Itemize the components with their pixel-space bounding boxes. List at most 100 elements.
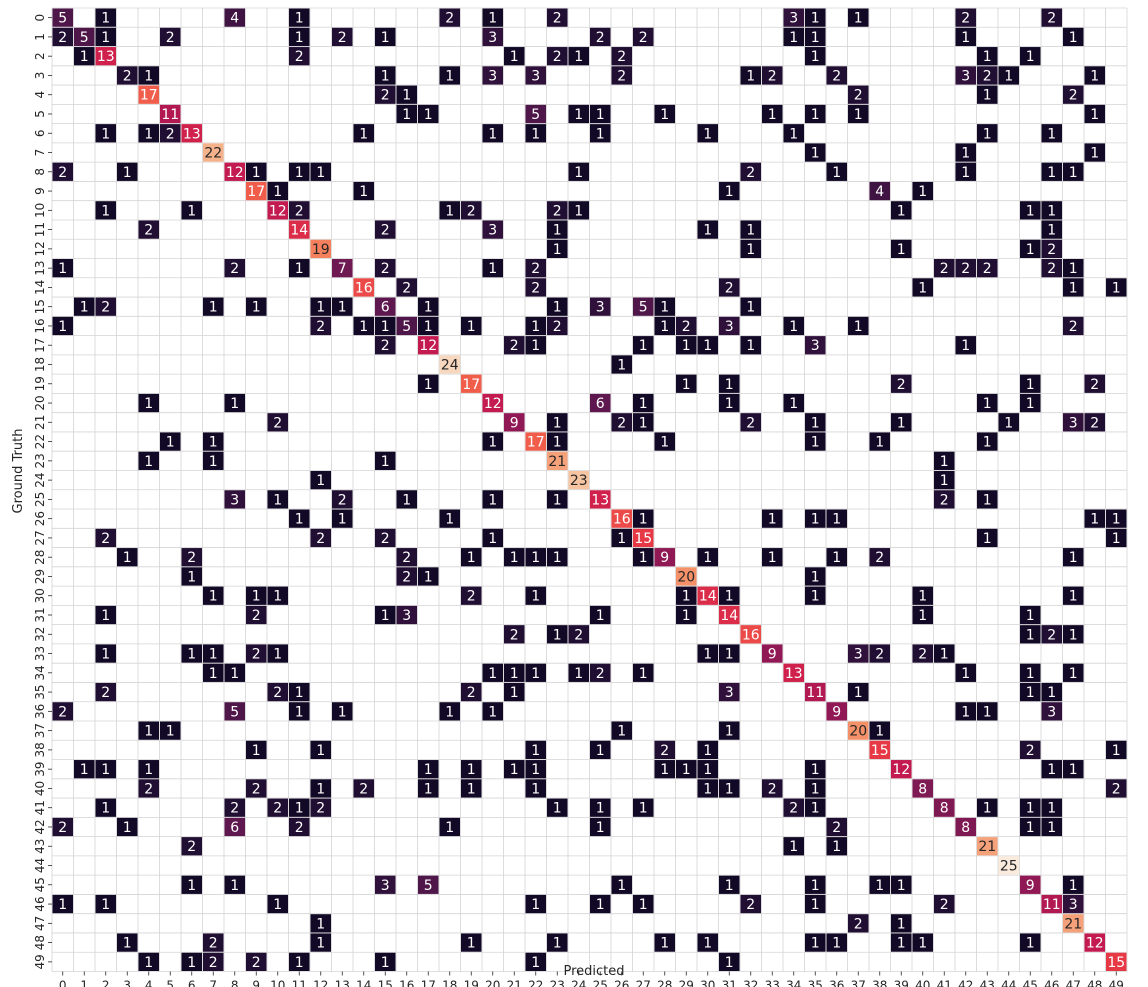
cell-value-label: 2: [940, 261, 949, 277]
cell-value-label: 6: [230, 820, 239, 836]
heatmap-cell: [805, 47, 826, 66]
heatmap-cell: [762, 644, 783, 663]
x-tick-label: 35: [808, 979, 823, 987]
cell-value-label: 2: [144, 223, 153, 239]
x-tick-label: 34: [786, 979, 801, 987]
cell-value-label: 12: [226, 165, 244, 181]
heatmap-cell: [117, 162, 138, 181]
cell-value-label: 1: [639, 801, 648, 817]
cell-value-label: 1: [531, 550, 540, 566]
heatmap-cell: [332, 259, 353, 278]
cell-value-label: 1: [961, 704, 970, 720]
x-tick-label: 42: [958, 979, 973, 987]
heatmap-cell: [934, 798, 955, 817]
heatmap-cell: [998, 413, 1019, 432]
cell-value-label: 1: [639, 338, 648, 354]
heatmap-cell: [117, 933, 138, 952]
cell-value-label: 1: [660, 300, 669, 316]
cell-value-label: 1: [725, 396, 734, 412]
heatmap-cell: [547, 297, 568, 316]
y-tick-label: 29: [33, 569, 47, 584]
heatmap-cell: [848, 85, 869, 104]
cell-value-label: 2: [875, 647, 884, 663]
heatmap-cell: [310, 297, 331, 316]
heatmap-cell: [396, 605, 417, 625]
heatmap-cell: [203, 586, 224, 605]
heatmap-cell: [719, 779, 740, 798]
cell-value-label: 2: [1047, 242, 1056, 258]
heatmap-cell: [1041, 760, 1062, 779]
cell-value-label: 1: [961, 338, 970, 354]
cell-value-label: 1: [811, 781, 820, 797]
y-tick-label: 17: [33, 338, 47, 353]
cell-value-label: 3: [531, 68, 540, 84]
heatmap-cell: [1106, 528, 1127, 548]
cell-value-label: 1: [209, 300, 218, 316]
heatmap-cell: [805, 336, 826, 355]
cell-value-label: 1: [488, 531, 497, 547]
cell-value-label: 1: [187, 569, 196, 585]
cell-value-label: 1: [703, 550, 712, 566]
heatmap-cell: [224, 393, 245, 413]
cell-value-label: 1: [832, 936, 841, 952]
cell-value-label: 1: [1047, 203, 1056, 219]
cell-value-label: 1: [166, 724, 175, 740]
heatmap-cell: [246, 779, 267, 798]
cell-value-label: 1: [273, 647, 282, 663]
heatmap-cell: [740, 220, 761, 239]
heatmap-cell: [95, 894, 116, 914]
cell-value-label: 1: [402, 492, 411, 508]
heatmap-cell: [697, 779, 718, 798]
cell-value-label: 2: [295, 203, 304, 219]
cell-value-label: 1: [144, 724, 153, 740]
heatmap-cell: [719, 605, 740, 625]
cell-value-label: 1: [961, 666, 970, 682]
heatmap-cells: 5 1 4 1 2 1 2 3 1 1 2 22 5 1 2 1 2 1 3 2 2 1 1 1 11 13 2 1 2 1 2 1 1 12 1 1…: [52, 8, 1127, 971]
cell-value-label: 1: [101, 897, 110, 913]
cell-value-label: 1: [424, 319, 433, 335]
cell-value-label: 1: [746, 338, 755, 354]
cell-value-label: 1: [273, 492, 282, 508]
cell-value-label: 3: [488, 30, 497, 46]
cell-value-label: 1: [230, 396, 239, 412]
cell-value-label: 1: [897, 203, 906, 219]
heatmap-cell: [181, 837, 202, 856]
heatmap-cell: [289, 220, 310, 239]
cell-value-label: 1: [811, 897, 820, 913]
cell-value-label: 1: [1090, 146, 1099, 162]
cell-value-label: 1: [316, 473, 325, 489]
cell-value-label: 1: [703, 743, 712, 759]
heatmap-cell: [912, 644, 933, 663]
heatmap-cell: [848, 682, 869, 702]
y-tick-label: 24: [33, 472, 47, 487]
cell-value-label: 1: [1026, 685, 1035, 701]
x-tick-label: 15: [378, 979, 393, 987]
x-tick-label: 5: [166, 979, 174, 987]
cell-value-label: 3: [1069, 415, 1078, 431]
cell-value-label: 1: [703, 338, 712, 354]
heatmap-cell: [611, 47, 632, 66]
cell-value-label: 1: [617, 878, 626, 894]
cell-value-label: 1: [811, 801, 820, 817]
cell-value-label: 1: [101, 608, 110, 624]
x-tick-label: 44: [1001, 979, 1016, 987]
heatmap-cell: [740, 239, 761, 259]
cell-value-label: 1: [510, 550, 519, 566]
cell-value-label: 1: [897, 878, 906, 894]
cell-value-label: 1: [123, 165, 132, 181]
cell-value-label: 1: [660, 435, 669, 451]
heatmap-cell: [1020, 817, 1041, 837]
heatmap-cell: [418, 336, 439, 355]
heatmap-cell: [547, 625, 568, 644]
heatmap-cell: [332, 490, 353, 509]
heatmap-cell: [52, 27, 73, 47]
cell-value-label: 5: [531, 107, 540, 123]
heatmap-cell: [869, 548, 890, 567]
cell-value-label: 1: [553, 435, 562, 451]
x-tick-label: 13: [335, 979, 350, 987]
cell-value-label: 1: [488, 261, 497, 277]
cell-value-label: 1: [58, 897, 67, 913]
cell-value-label: 16: [742, 627, 760, 643]
cell-value-label: 14: [720, 608, 738, 624]
